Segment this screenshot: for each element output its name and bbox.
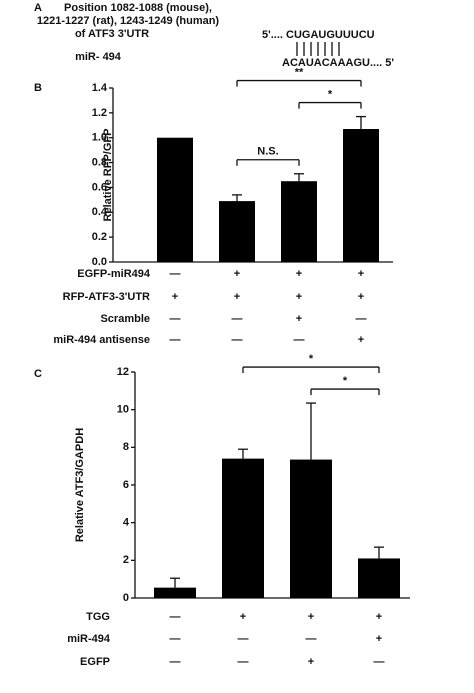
y-tick-label: 0.2 bbox=[92, 231, 107, 243]
condition-name: EGFP-miR494 bbox=[77, 268, 151, 280]
condition-name: Scramble bbox=[100, 313, 150, 325]
condition-value: — bbox=[232, 313, 243, 325]
condition-value: — bbox=[306, 633, 317, 645]
y-axis-label: Relative ATF3/GAPDH bbox=[74, 428, 86, 542]
condition-value: + bbox=[308, 611, 314, 623]
y-tick-label: 12 bbox=[117, 366, 129, 378]
condition-value: — bbox=[232, 334, 243, 346]
condition-value: + bbox=[234, 268, 240, 280]
y-tick-label: 1.4 bbox=[92, 82, 108, 94]
bar bbox=[157, 137, 193, 262]
condition-value: + bbox=[376, 611, 382, 623]
bar bbox=[281, 181, 317, 262]
condition-value: + bbox=[296, 313, 302, 325]
panel-label: C bbox=[34, 368, 42, 380]
mirna-sequence: ACAUACAAAGU.... 5' bbox=[282, 57, 394, 69]
significance-label: * bbox=[343, 375, 348, 387]
significance-label: N.S. bbox=[257, 146, 278, 158]
bar bbox=[154, 587, 196, 598]
condition-value: + bbox=[358, 334, 364, 346]
condition-name: TGG bbox=[86, 611, 110, 623]
y-tick-label: 0.4 bbox=[92, 206, 108, 218]
condition-value: — bbox=[294, 334, 305, 346]
condition-name: miR-494 bbox=[67, 633, 111, 645]
panel-label: A bbox=[34, 2, 42, 14]
bar bbox=[343, 129, 379, 262]
condition-name: miR-494 antisense bbox=[53, 334, 150, 346]
condition-value: — bbox=[170, 313, 181, 325]
significance-label: ** bbox=[295, 66, 304, 78]
condition-value: + bbox=[308, 656, 314, 668]
bar bbox=[358, 558, 400, 598]
condition-value: + bbox=[234, 291, 240, 303]
bar bbox=[290, 459, 332, 598]
bar bbox=[222, 458, 264, 598]
y-tick-label: 0.6 bbox=[92, 181, 107, 193]
condition-value: — bbox=[238, 656, 249, 668]
significance-label: * bbox=[309, 353, 314, 365]
position-text: Position 1082-1088 (mouse), bbox=[64, 2, 212, 14]
y-tick-label: 6 bbox=[123, 479, 129, 491]
condition-value: — bbox=[170, 611, 181, 623]
y-tick-label: 10 bbox=[117, 404, 129, 416]
panel-label: B bbox=[34, 82, 42, 94]
condition-name: RFP-ATF3-3'UTR bbox=[63, 291, 150, 303]
condition-value: + bbox=[296, 291, 302, 303]
y-tick-label: 1.2 bbox=[92, 107, 107, 119]
condition-value: + bbox=[172, 291, 178, 303]
condition-value: — bbox=[238, 633, 249, 645]
bar bbox=[219, 201, 255, 262]
position-text: 1221-1227 (rat), 1243-1249 (human) bbox=[37, 15, 220, 27]
condition-value: — bbox=[170, 334, 181, 346]
base-pairing bbox=[296, 42, 340, 56]
condition-value: + bbox=[358, 291, 364, 303]
condition-name: EGFP bbox=[80, 656, 110, 668]
y-axis-label: Relative RFP/GFP bbox=[102, 129, 114, 222]
condition-value: + bbox=[376, 633, 382, 645]
y-tick-label: 0.8 bbox=[92, 156, 107, 168]
condition-value: + bbox=[240, 611, 246, 623]
y-tick-label: 2 bbox=[123, 554, 129, 566]
y-tick-label: 4 bbox=[123, 517, 130, 529]
condition-value: — bbox=[170, 268, 181, 280]
position-text: of ATF3 3'UTR bbox=[75, 28, 149, 40]
condition-value: — bbox=[170, 633, 181, 645]
mirna-name: miR- 494 bbox=[75, 51, 122, 63]
condition-value: — bbox=[170, 656, 181, 668]
significance-label: * bbox=[328, 88, 333, 100]
condition-value: — bbox=[356, 313, 367, 325]
y-tick-label: 0 bbox=[123, 592, 129, 604]
y-tick-label: 8 bbox=[123, 441, 129, 453]
condition-value: + bbox=[296, 268, 302, 280]
y-tick-label: 0.0 bbox=[92, 256, 107, 268]
target-sequence: 5'.... CUGAUGUUUCU bbox=[262, 29, 375, 41]
y-tick-label: 1.0 bbox=[92, 132, 107, 144]
condition-value: + bbox=[358, 268, 364, 280]
condition-value: — bbox=[374, 656, 385, 668]
